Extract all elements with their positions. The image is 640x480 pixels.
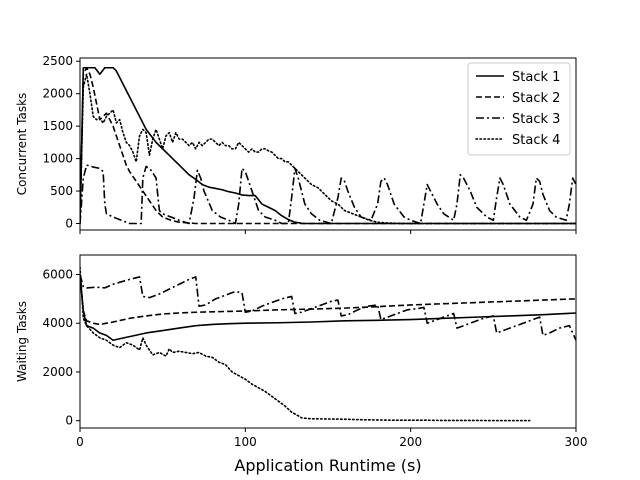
y-axis-label: Concurrent Tasks bbox=[15, 93, 29, 196]
plot-frame bbox=[79, 254, 577, 429]
y-tick-label: 1500 bbox=[42, 119, 73, 133]
y-tick-label: 500 bbox=[50, 184, 73, 198]
x-tick-label: 0 bbox=[76, 435, 84, 449]
y-tick-label: 4000 bbox=[42, 316, 73, 330]
y-tick-label: 2500 bbox=[42, 54, 73, 68]
y-tick-label: 1000 bbox=[42, 152, 73, 166]
x-axis-label: Application Runtime (s) bbox=[234, 456, 421, 475]
series-line-stack-2 bbox=[80, 274, 576, 326]
legend-label: Stack 1 bbox=[512, 70, 560, 85]
y-axis-label: Waiting Tasks bbox=[15, 301, 29, 382]
x-tick-label: 200 bbox=[399, 435, 422, 449]
x-tick-label: 300 bbox=[565, 435, 588, 449]
series-line-stack-1 bbox=[80, 274, 576, 342]
series-line-stack-4 bbox=[80, 266, 531, 422]
waiting-tasks-panel: 0 100 200 300 0 2000 4000 6000 Waiting Tasks Appl… bbox=[15, 254, 588, 475]
series-line-stack-4 bbox=[80, 73, 576, 225]
legend: Stack 1 Stack 2 Stack 3 Stack 4 bbox=[467, 62, 571, 156]
y-tick-label: 0 bbox=[65, 414, 73, 428]
legend-label: Stack 2 bbox=[512, 91, 560, 106]
series-line-stack-1 bbox=[80, 66, 576, 225]
series-line-stack-2 bbox=[80, 66, 576, 225]
y-tick-label: 2000 bbox=[42, 365, 73, 379]
x-tick-label: 100 bbox=[234, 435, 257, 449]
series-line-stack-3 bbox=[80, 164, 576, 225]
legend-label: Stack 4 bbox=[512, 133, 560, 148]
legend-label: Stack 3 bbox=[512, 112, 560, 127]
legend-box bbox=[467, 62, 571, 156]
concurrent-tasks-panel: 0 500 1000 1500 2000 2500 Concurrent Tasks Stac… bbox=[15, 54, 577, 234]
y-tick-label: 0 bbox=[65, 217, 73, 231]
plot-frame bbox=[79, 57, 577, 231]
y-tick-label: 2000 bbox=[42, 87, 73, 101]
series-line-stack-3 bbox=[80, 274, 576, 341]
y-tick-label: 6000 bbox=[42, 267, 73, 281]
